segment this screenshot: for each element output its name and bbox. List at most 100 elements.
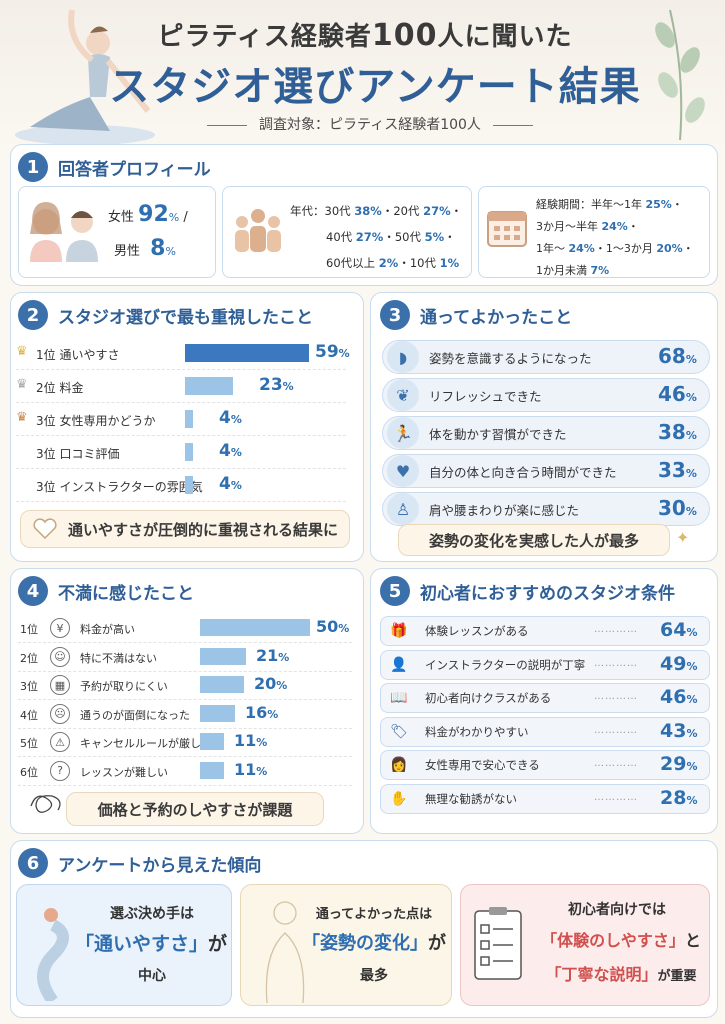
condition-value: 29%	[660, 753, 698, 775]
section3-badge: 3	[380, 300, 410, 330]
hand-icon: ✋	[390, 790, 408, 807]
complaint-value: 11%	[234, 759, 268, 779]
woman-icon: 👩	[390, 757, 408, 773]
benefit-value: 68%	[658, 344, 697, 368]
trend1-line2: 「通いやすさ」が	[74, 933, 228, 955]
heart-outline-icon	[33, 518, 57, 540]
importance-bar	[185, 476, 193, 494]
title-line1: ピラティス経験者100人に聞いた	[157, 18, 573, 53]
benefit-label: 自分の体と向き合う時間ができた	[429, 464, 617, 480]
complaint-label: 通うのが面倒になった	[80, 708, 190, 722]
complaint-icon: ¥	[50, 618, 70, 638]
condition-label: 料金がわかりやすい	[425, 724, 529, 739]
dotted-leader: …………	[594, 624, 638, 635]
row-divider	[16, 468, 346, 469]
rank-label: 4位	[20, 708, 38, 722]
importance-bar	[185, 377, 233, 395]
rank-label: 3位 インストラクターの雰囲気	[36, 480, 203, 494]
benefit-value: 46%	[658, 382, 697, 406]
condition-value: 64%	[660, 619, 698, 641]
section1-title: 回答者プロフィール	[58, 159, 211, 180]
leaf-icon: ❦	[387, 379, 419, 411]
crown-icon: ♛	[16, 377, 28, 392]
section4-note-text: 価格と予約のしやすさが課題	[97, 800, 293, 819]
condition-label: 女性専用で安心できる	[425, 758, 540, 772]
section3-header: 3 通ってよかったこと	[380, 300, 572, 330]
section4-badge: 4	[18, 576, 48, 606]
benefit-item: 🏃 体を動かす習慣ができた	[382, 416, 710, 450]
importance-value: 59%	[315, 342, 350, 362]
section2-note-text: 通いやすさが圧倒的に重視される結果に	[67, 520, 338, 539]
section6-badge: 6	[18, 848, 48, 878]
section2-title: スタジオ選びで最も重視したこと	[58, 307, 313, 328]
rank-label: 6位	[20, 765, 38, 779]
importance-bar	[185, 344, 309, 362]
benefit-item: ♥ 自分の体と向き合う時間ができた	[382, 454, 710, 488]
benefit-label: 姿勢を意識するようになった	[429, 350, 592, 366]
benefit-label: 肩や腰まわりが楽に感じた	[429, 502, 580, 518]
condition-label: 体験レッスンがある	[425, 624, 529, 638]
complaint-bar	[200, 676, 244, 693]
rank-label: 2位	[20, 651, 38, 665]
section5-header: 5 初心者におすすめのスタジオ条件	[380, 576, 675, 606]
complaint-label: 予約が取りにくい	[80, 680, 168, 693]
importance-value: 23%	[259, 375, 294, 395]
section6-title: アンケートから見えた傾向	[58, 855, 262, 876]
row-divider	[18, 642, 352, 643]
complaint-icon: ?	[50, 760, 70, 781]
row-divider	[18, 756, 352, 757]
crown-icon: ♛	[16, 410, 28, 425]
trend-card-3: 初心者向けでは 「体験のしやすさ」と 「丁寧な説明」が重要	[460, 884, 710, 1006]
dotted-leader: …………	[594, 724, 638, 736]
instructor-icon: 👤	[390, 656, 408, 673]
section6-header: 6 アンケートから見えた傾向	[18, 848, 261, 878]
section3-note: 姿勢の変化を実感した人が最多	[398, 524, 670, 556]
rank-label: 3位	[20, 680, 38, 693]
section4-title: 不満に感じたこと	[58, 583, 194, 604]
section4-note: 価格と予約のしやすさが課題	[66, 792, 324, 826]
scribble-icon	[30, 795, 61, 813]
section5-title: 初心者におすすめのスタジオ条件	[420, 583, 675, 604]
importance-value: 4%	[219, 408, 242, 428]
road-pin-icon	[37, 908, 69, 1001]
condition-item: 👩 女性専用で安心できる	[380, 750, 710, 780]
condition-label: インストラクターの説明が丁寧	[425, 657, 586, 672]
crown-icon: ♛	[16, 344, 28, 359]
posture-icon: ◗	[387, 341, 419, 373]
section5-badge: 5	[380, 576, 410, 606]
benefit-value: 33%	[658, 458, 697, 482]
row-divider	[18, 699, 352, 700]
female-stat: 女性 92% /	[108, 202, 188, 227]
runner-icon: 🏃	[387, 417, 419, 449]
trend1-line1: 選ぶ決め手は	[110, 906, 194, 922]
section4-header: 4 不満に感じたこと	[18, 576, 194, 606]
section2-badge: 2	[18, 300, 48, 330]
trend1-line3: 中心	[138, 968, 166, 984]
complaint-value: 50%	[316, 617, 350, 636]
heart-icon: ♥	[387, 455, 419, 487]
leaves-decoration	[655, 9, 705, 141]
complaint-value: 16%	[245, 702, 279, 722]
complaint-bar	[200, 619, 310, 636]
importance-value: 4%	[219, 441, 242, 461]
body-outline-icon	[265, 901, 305, 1003]
trend-card-1: 選ぶ決め手は 「通いやすさ」が 中心	[16, 884, 232, 1006]
trend2-line2: 「姿勢の変化」が	[302, 933, 446, 954]
trend3-line1: 初心者向けでは	[568, 902, 666, 918]
condition-item: 👤 インストラクターの説明が丁寧	[380, 649, 710, 680]
section1-header: 1 回答者プロフィール	[18, 152, 211, 182]
row-divider	[18, 727, 352, 729]
book-icon: 📖	[390, 690, 408, 706]
benefit-value: 38%	[658, 420, 697, 444]
checklist-icon	[474, 907, 522, 980]
subtitle: 調査対象：ピラティス経験者100人	[180, 114, 560, 134]
condition-item: 🏷 料金がわかりやすい	[380, 716, 710, 747]
calendar-icon	[487, 211, 527, 247]
trend-card-2: 通ってよかった点は 「姿勢の変化」が 最多	[240, 884, 452, 1006]
section3-note-text: 姿勢の変化を実感した人が最多	[428, 531, 639, 550]
importance-bar	[185, 410, 193, 428]
dotted-leader: …………	[594, 758, 638, 769]
complaint-bar	[200, 647, 246, 665]
condition-value: 28%	[660, 786, 698, 809]
complaint-value: 21%	[256, 645, 290, 665]
